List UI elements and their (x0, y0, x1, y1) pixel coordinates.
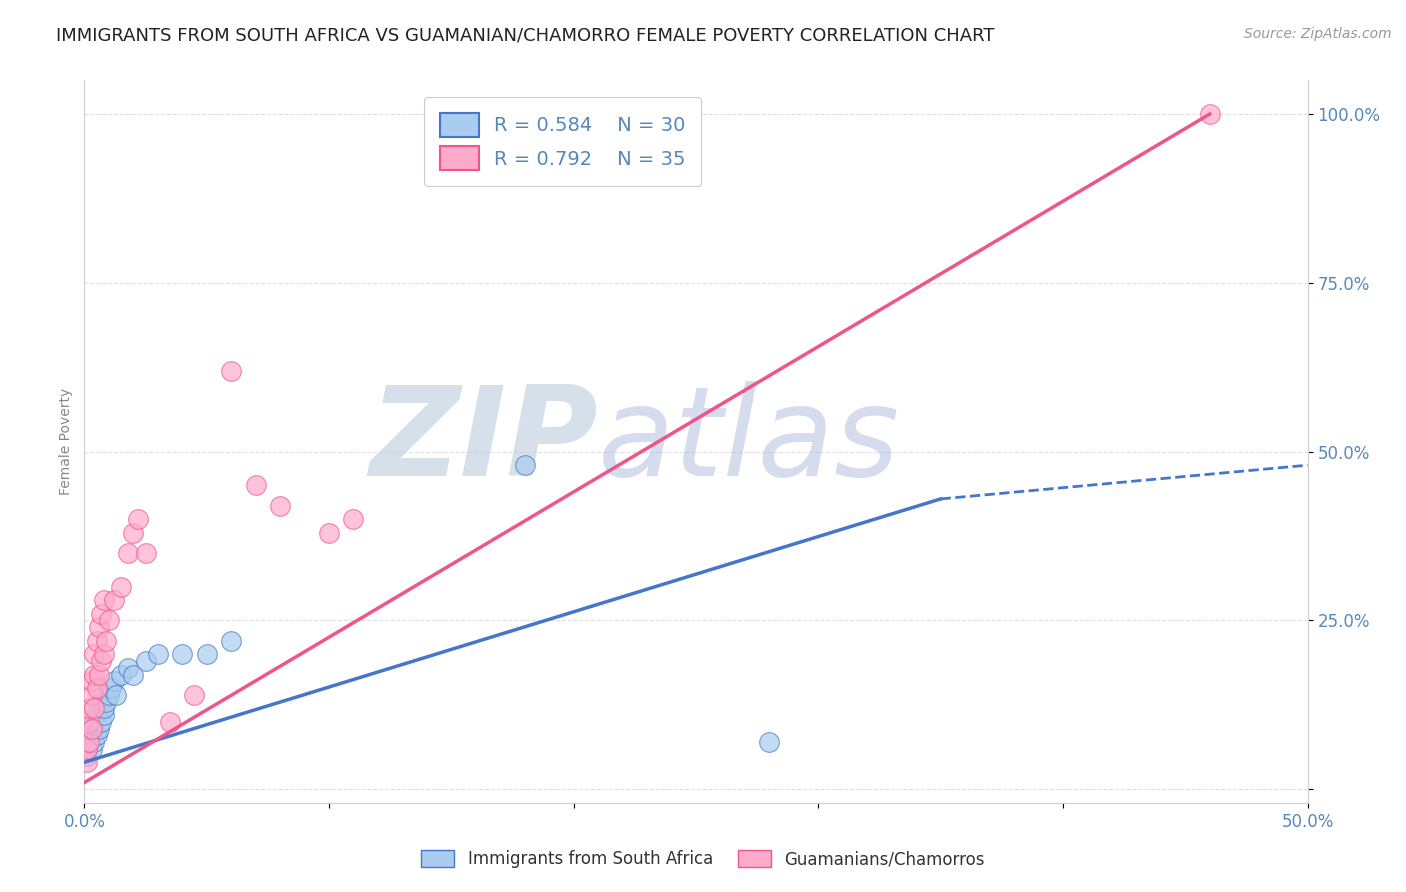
Point (90, 607, 112, 621)
Point (83, 714, 105, 729)
Point (87, 722, 110, 736)
Point (110, 667, 132, 681)
Point (90, 714, 112, 729)
Point (758, 735, 780, 749)
Point (90, 694, 112, 708)
Point (87, 667, 110, 681)
Point (80, 728, 103, 742)
Point (77, 701, 100, 715)
Point (87, 701, 110, 715)
Point (219, 364, 242, 378)
Text: IMMIGRANTS FROM SOUTH AFRICA VS GUAMANIAN/CHAMORRO FEMALE POVERTY CORRELATION CH: IMMIGRANTS FROM SOUTH AFRICA VS GUAMANIA… (56, 27, 994, 45)
Point (93, 593, 115, 607)
Point (80, 688, 103, 702)
Point (513, 458, 536, 472)
Point (93, 701, 115, 715)
Point (318, 525, 340, 540)
Point (135, 546, 157, 560)
Point (76, 741, 98, 756)
Point (86, 708, 108, 723)
Point (146, 647, 169, 661)
Point (96, 694, 118, 708)
Point (135, 654, 157, 668)
Legend: R = 0.584    N = 30, R = 0.792    N = 35: R = 0.584 N = 30, R = 0.792 N = 35 (425, 97, 702, 186)
Point (195, 647, 218, 661)
Legend: Immigrants from South Africa, Guamanians/Chamorros: Immigrants from South Africa, Guamanians… (415, 843, 991, 875)
Point (80, 741, 103, 756)
Point (100, 681, 122, 695)
Point (172, 647, 194, 661)
Point (97, 614, 120, 628)
Point (87, 620, 110, 634)
Point (86, 681, 108, 695)
Point (127, 512, 149, 526)
Point (90, 654, 112, 668)
Point (76, 748, 98, 763)
Point (103, 674, 125, 689)
Point (110, 580, 132, 594)
Point (103, 593, 125, 607)
Point (77, 735, 100, 749)
Point (117, 661, 139, 675)
Point (122, 525, 145, 540)
Point (1198, 107, 1220, 121)
Point (96, 633, 118, 648)
Point (83, 647, 105, 661)
Point (86, 633, 108, 648)
Point (77, 722, 100, 736)
Point (117, 546, 139, 560)
Text: atlas: atlas (598, 381, 900, 502)
Point (97, 688, 120, 702)
Point (83, 701, 105, 715)
Point (245, 478, 267, 492)
Text: ZIP: ZIP (370, 381, 598, 502)
Point (269, 499, 291, 513)
Point (342, 512, 364, 526)
Point (183, 688, 205, 702)
Point (219, 633, 242, 648)
Text: Source: ZipAtlas.com: Source: ZipAtlas.com (1244, 27, 1392, 41)
Point (122, 667, 145, 681)
Point (83, 667, 105, 681)
Point (159, 714, 181, 729)
Point (83, 735, 105, 749)
Point (80, 674, 103, 689)
Point (80, 722, 103, 736)
Point (105, 688, 128, 702)
Point (93, 647, 115, 661)
Point (77, 735, 100, 749)
Point (76, 756, 98, 770)
Point (77, 714, 100, 729)
Point (93, 708, 115, 723)
Y-axis label: Female Poverty: Female Poverty (59, 388, 73, 495)
Point (86, 728, 108, 742)
